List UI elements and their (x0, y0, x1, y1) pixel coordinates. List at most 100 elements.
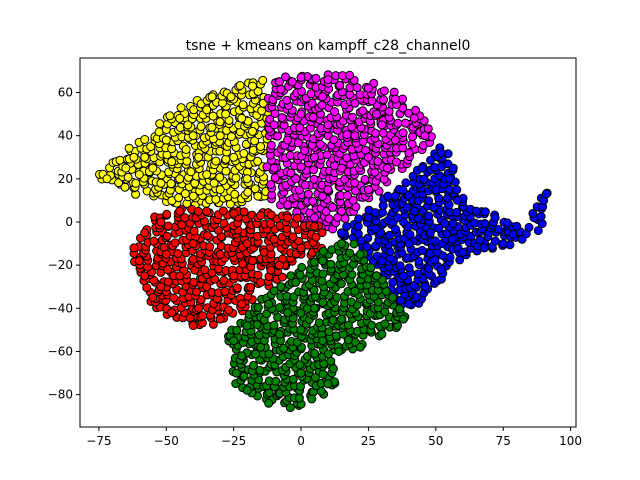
cluster-1-point-25 (323, 185, 333, 195)
cluster-1-point-6 (409, 113, 419, 123)
cluster-1-point-16 (296, 109, 306, 119)
cluster-2-marker (424, 211, 434, 221)
cluster-1-point-19 (377, 120, 387, 130)
cluster-1-point-11 (337, 206, 346, 216)
cluster-0-marker (253, 156, 263, 166)
cluster-0-point-27 (175, 113, 185, 123)
cluster-0-point-20 (229, 152, 239, 162)
cluster-4-marker (343, 320, 353, 330)
cluster-4-marker (279, 343, 289, 353)
cluster-2-point-3 (417, 163, 427, 173)
cluster-3-point-6 (256, 211, 266, 220)
cluster-2-point-16 (479, 243, 489, 253)
cluster-0-point-21 (248, 126, 257, 136)
cluster-1-marker (321, 207, 331, 216)
cluster-0-marker (231, 173, 241, 183)
cluster-4-marker (294, 393, 304, 403)
cluster-0-marker (123, 172, 133, 182)
cluster-3-marker (253, 270, 263, 280)
cluster-4-point-1 (242, 321, 252, 331)
cluster-4-marker (253, 303, 263, 312)
x-tick-label-1: −50 (154, 434, 179, 448)
cluster-4-point-21 (285, 403, 295, 413)
cluster-4-point-20 (264, 398, 274, 408)
cluster-3-point-13 (215, 314, 225, 324)
cluster-0-point-12 (256, 142, 266, 151)
cluster-2-point-29 (447, 234, 457, 244)
cluster-2-marker (448, 163, 458, 173)
cluster-1-point-5 (390, 94, 400, 104)
cluster-1-marker (311, 73, 321, 83)
cluster-3-point-15 (167, 308, 177, 318)
cluster-0-marker (238, 100, 248, 110)
cluster-0-point-5 (202, 105, 212, 115)
cluster-2-point-19 (420, 282, 430, 292)
cluster-3-marker (169, 293, 179, 303)
cluster-4-point-9 (399, 314, 408, 324)
cluster-2-marker (401, 178, 411, 188)
cluster-2-marker (419, 174, 429, 184)
cluster-1-point-15 (269, 120, 279, 130)
cluster-3-marker (232, 283, 242, 293)
cluster-3-marker (292, 213, 302, 223)
cluster-1-marker (308, 112, 318, 122)
cluster-1-marker (281, 72, 290, 82)
cluster-1-marker (322, 150, 332, 160)
cluster-4-marker (318, 369, 328, 379)
y-tick-label-1: −60 (48, 344, 73, 358)
cluster-2-marker (353, 229, 363, 239)
cluster-4-marker (295, 270, 305, 280)
cluster-1-marker (352, 83, 362, 93)
cluster-4-point-24 (328, 364, 338, 374)
cluster-4-point-15 (275, 329, 284, 339)
cluster-4-marker (255, 365, 265, 375)
cluster-0-marker (243, 187, 253, 197)
cluster-3-marker (277, 272, 287, 282)
cluster-2-marker (440, 218, 450, 228)
cluster-1-point-2 (323, 75, 333, 85)
cluster-1-point-8 (404, 148, 414, 158)
cluster-0-marker (211, 156, 221, 166)
cluster-4-marker (318, 246, 328, 256)
cluster-4-point-28 (350, 286, 360, 296)
cluster-1-marker (340, 214, 350, 224)
cluster-1-marker (400, 118, 410, 128)
cluster-0-point-7 (248, 81, 257, 91)
cluster-2-marker (395, 261, 405, 271)
cluster-2-point-6 (452, 195, 462, 205)
cluster-4-marker (326, 356, 336, 366)
cluster-4-marker (269, 320, 279, 330)
cluster-3-marker (162, 209, 172, 219)
cluster-0-marker (250, 184, 260, 194)
cluster-3-point-12 (237, 299, 247, 309)
cluster-1-point-20 (310, 152, 319, 162)
cluster-3-point-16 (148, 293, 158, 302)
cluster-4-point-27 (337, 314, 346, 324)
cluster-0-point-28 (207, 92, 217, 102)
cluster-0-point-3 (161, 135, 171, 145)
cluster-3-point-24 (202, 282, 212, 292)
cluster-2-point-18 (436, 265, 446, 274)
cluster-1-point-14 (269, 163, 279, 173)
cluster-0-point-2 (140, 152, 150, 162)
cluster-1-marker (328, 202, 338, 212)
cluster-0-marker (165, 111, 175, 121)
cluster-4-marker (332, 293, 342, 302)
cluster-3-point-20 (188, 239, 198, 249)
cluster-3-marker (203, 231, 212, 241)
cluster-0-point-23 (188, 131, 198, 141)
cluster-4-marker (318, 297, 328, 307)
cluster-2-marker (354, 214, 364, 224)
cluster-0-point-0 (102, 174, 112, 184)
cluster-1-marker (350, 178, 360, 188)
cluster-0-point-8 (175, 174, 185, 184)
cluster-1-point-22 (291, 174, 301, 184)
y-tick-label-2: −40 (48, 301, 73, 315)
y-tick-label-6: 40 (58, 129, 73, 143)
cluster-4-point-22 (307, 394, 317, 404)
cluster-3-marker (189, 226, 199, 236)
cluster-1-marker (330, 107, 339, 117)
cluster-2-point-26 (409, 206, 419, 216)
cluster-3-marker (288, 232, 298, 242)
cluster-3-marker (149, 236, 159, 246)
